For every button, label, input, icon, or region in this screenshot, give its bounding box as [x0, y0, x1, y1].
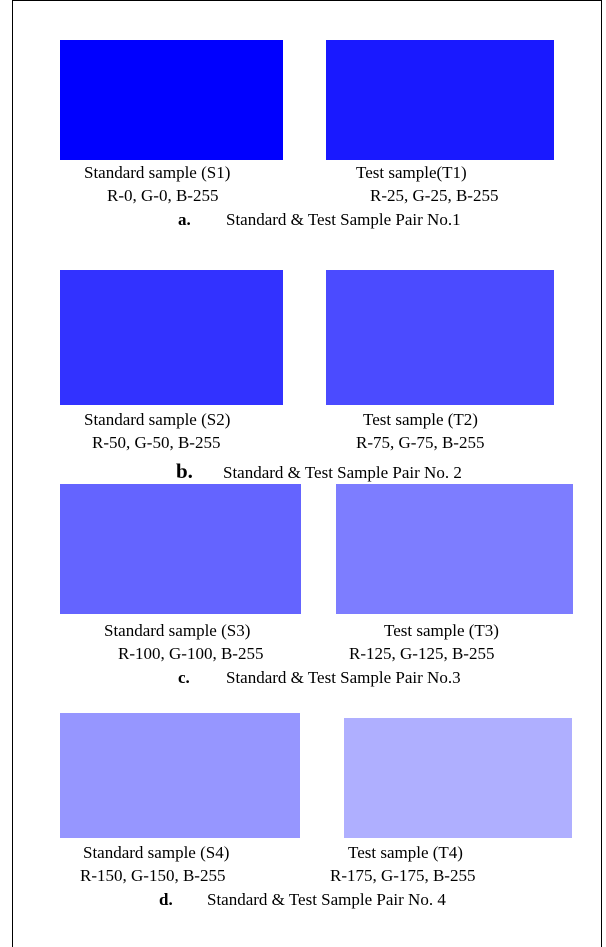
caption-b: b. Standard & Test Sample Pair No. 2: [176, 461, 462, 483]
caption-d: d. Standard & Test Sample Pair No. 4: [159, 890, 446, 910]
caption-a: a. Standard & Test Sample Pair No.1: [178, 210, 461, 230]
standard-rgb-s4: R-150, G-150, B-255: [80, 866, 226, 885]
caption-text-c: Standard & Test Sample Pair No.3: [226, 668, 461, 687]
page-frame: [12, 0, 602, 947]
caption-c: c. Standard & Test Sample Pair No.3: [178, 668, 461, 688]
standard-label-s3: Standard sample (S3): [104, 621, 251, 640]
standard-label-s4: Standard sample (S4): [83, 843, 230, 862]
caption-text-b: Standard & Test Sample Pair No. 2: [223, 463, 462, 482]
standard-label-s1: Standard sample (S1): [84, 163, 231, 182]
test-swatch-t3: [336, 484, 573, 614]
caption-text-a: Standard & Test Sample Pair No.1: [226, 210, 461, 229]
caption-letter-a: a.: [178, 210, 191, 229]
standard-swatch-s2: [60, 270, 283, 405]
test-label-t2: Test sample (T2): [363, 410, 478, 429]
standard-swatch-s3: [60, 484, 301, 614]
test-label-t4: Test sample (T4): [348, 843, 463, 862]
caption-letter-b: b.: [176, 459, 193, 483]
standard-swatch-s1: [60, 40, 283, 160]
test-label-t1: Test sample(T1): [356, 163, 467, 182]
standard-swatch-s4: [60, 713, 300, 838]
test-rgb-t2: R-75, G-75, B-255: [356, 433, 485, 452]
test-swatch-t4: [344, 718, 572, 838]
test-rgb-t1: R-25, G-25, B-255: [370, 186, 499, 205]
standard-rgb-s1: R-0, G-0, B-255: [107, 186, 219, 205]
test-label-t3: Test sample (T3): [384, 621, 499, 640]
caption-letter-d: d.: [159, 890, 173, 909]
test-swatch-t1: [326, 40, 554, 160]
caption-text-d: Standard & Test Sample Pair No. 4: [207, 890, 446, 909]
standard-rgb-s3: R-100, G-100, B-255: [118, 644, 264, 663]
standard-label-s2: Standard sample (S2): [84, 410, 231, 429]
standard-rgb-s2: R-50, G-50, B-255: [92, 433, 221, 452]
test-rgb-t3: R-125, G-125, B-255: [349, 644, 495, 663]
test-rgb-t4: R-175, G-175, B-255: [330, 866, 476, 885]
caption-letter-c: c.: [178, 668, 190, 687]
test-swatch-t2: [326, 270, 554, 405]
